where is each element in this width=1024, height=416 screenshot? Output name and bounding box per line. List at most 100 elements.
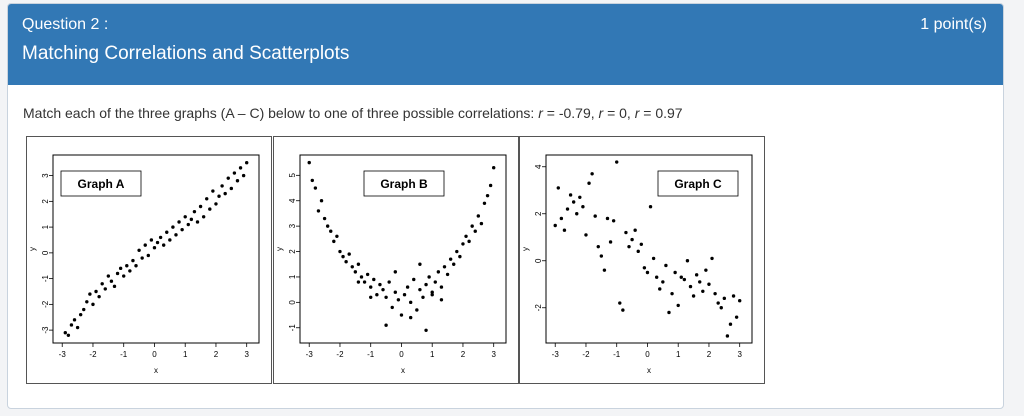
data-point (418, 262, 422, 266)
data-point (590, 172, 594, 176)
data-point (177, 220, 181, 224)
data-point (596, 244, 600, 249)
graph-title: Graph B (380, 177, 428, 191)
data-point (442, 265, 447, 269)
data-point (384, 295, 388, 299)
data-point (593, 214, 597, 218)
data-point (134, 264, 138, 268)
graph-c-scatterplot: -3 -2 -1 0 1 2 3 -2 0 2 4 x y Graph C (521, 154, 753, 375)
data-point (174, 233, 178, 237)
data-point (461, 242, 465, 246)
graph-a-scatterplot: -3 -2 -1 0 1 2 3 -3 -2 -1 0 1 2 3 x y Graph A (28, 154, 260, 375)
data-point (223, 191, 227, 196)
prompt-text: Match each of the three graphs (A – C) b… (23, 105, 539, 121)
data-point (676, 303, 680, 308)
data-point (713, 291, 717, 296)
data-point (645, 270, 650, 275)
data-point (189, 217, 194, 222)
data-point (648, 205, 653, 209)
x-tick-label: -1 (367, 350, 375, 359)
x-tick-label: -1 (120, 350, 128, 359)
data-point (350, 265, 354, 269)
correlation-option-3: = 0.97 (639, 105, 683, 121)
x-tick-label: 1 (430, 350, 435, 359)
data-point (492, 166, 496, 170)
data-point (445, 272, 450, 277)
data-point (581, 205, 585, 209)
y-tick-label: 2 (41, 199, 50, 204)
x-tick-label: -3 (306, 350, 314, 359)
data-point (559, 216, 564, 221)
y-tick-label: -1 (288, 324, 297, 332)
data-point (630, 237, 634, 242)
data-point (393, 270, 398, 274)
graph-c-panel: -3 -2 -1 0 1 2 3 -2 0 2 4 x y Graph C (519, 136, 765, 384)
data-point (710, 256, 714, 261)
data-point (568, 193, 573, 197)
data-point (482, 201, 487, 205)
data-point (158, 235, 163, 240)
data-point (418, 287, 422, 292)
r-symbol-1: r (538, 105, 543, 121)
data-point (180, 227, 184, 232)
data-point (85, 300, 89, 304)
data-point (97, 294, 101, 299)
data-point (69, 323, 74, 327)
data-point (137, 248, 141, 252)
r-symbol-2: r (598, 105, 604, 121)
y-tick-label: -2 (534, 304, 543, 312)
y-tick-label: 0 (288, 300, 297, 305)
y-axis-label: y (28, 247, 37, 251)
data-point (131, 258, 135, 263)
data-point (372, 277, 376, 282)
data-point (122, 274, 126, 278)
y-tick-label: 3 (41, 173, 50, 178)
data-point (633, 228, 637, 232)
y-tick-label: 4 (288, 198, 297, 203)
y-tick-label: 0 (41, 250, 50, 255)
data-point (241, 173, 246, 178)
data-point (556, 186, 560, 190)
data-point (94, 289, 98, 294)
data-point (149, 238, 154, 242)
data-point (473, 229, 477, 233)
x-axis-label: x (154, 366, 158, 375)
graph-title: Graph A (78, 177, 125, 191)
data-point (205, 197, 209, 201)
data-point (688, 284, 693, 289)
data-point (325, 224, 330, 228)
data-point (415, 308, 419, 312)
correlation-option-1: = -0.79, (542, 105, 599, 121)
data-point (381, 287, 385, 292)
data-point (88, 292, 92, 296)
data-point (220, 184, 224, 188)
data-point (433, 280, 437, 284)
data-point (63, 330, 67, 335)
data-point (488, 183, 493, 188)
y-tick-label: -3 (41, 326, 50, 334)
data-point (734, 315, 739, 319)
x-tick-label: 3 (737, 350, 742, 359)
y-axis-label: y (521, 247, 530, 251)
data-point (716, 301, 720, 305)
data-point (685, 259, 690, 263)
data-point (359, 275, 364, 279)
data-point (642, 266, 647, 270)
data-point (728, 322, 733, 326)
data-point (627, 244, 631, 249)
x-tick-label: 1 (183, 350, 188, 359)
data-point (115, 271, 120, 276)
y-tick-label: 3 (288, 223, 297, 228)
data-point (738, 299, 742, 303)
y-tick-label: 1 (41, 224, 50, 229)
data-point (226, 176, 230, 180)
data-point (322, 216, 327, 221)
data-point (691, 294, 696, 298)
data-point (353, 270, 358, 274)
data-point (464, 234, 468, 238)
data-point (329, 229, 333, 233)
x-tick-label: -1 (613, 350, 621, 359)
data-point (553, 223, 557, 228)
question-points: 1 point(s) (920, 16, 987, 33)
data-point (408, 315, 413, 320)
